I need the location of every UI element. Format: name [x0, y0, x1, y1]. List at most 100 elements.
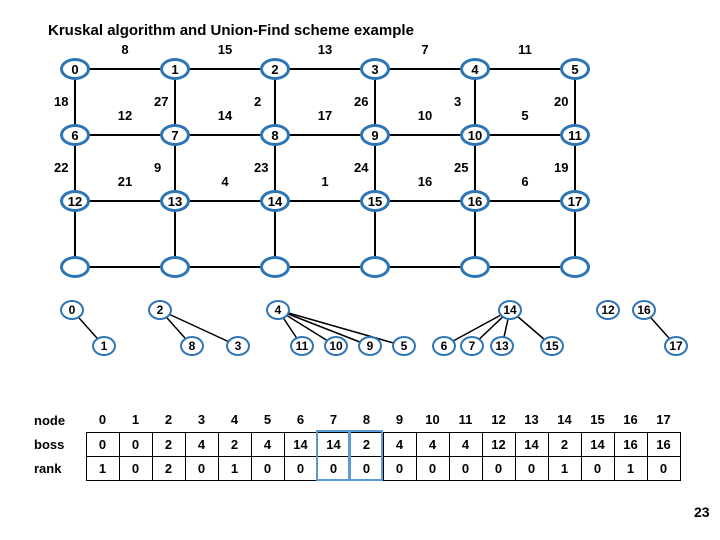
- tree-node-15: 15: [540, 336, 564, 356]
- tree-node-13: 13: [490, 336, 514, 356]
- tree-node-2: 2: [148, 300, 172, 320]
- grid-node-17: 17: [560, 190, 590, 212]
- grid-node-3: 3: [360, 58, 390, 80]
- table-cell: 1: [548, 456, 581, 480]
- edge-weight: 12: [113, 108, 137, 123]
- table-cell: 0: [515, 456, 548, 480]
- table-cell: 7: [317, 408, 350, 432]
- edge-weight: 22: [54, 160, 84, 175]
- table-cell: 0: [416, 456, 449, 480]
- grid-node-10: 10: [460, 124, 490, 146]
- tree-node-1: 1: [92, 336, 116, 356]
- table-cell: 1: [614, 456, 647, 480]
- table-cell: 1: [86, 456, 119, 480]
- edge-weight: 2: [254, 94, 284, 109]
- table-cell: 13: [515, 408, 548, 432]
- table-cell: 0: [185, 456, 218, 480]
- tree-node-6: 6: [432, 336, 456, 356]
- table-cell: 0: [647, 456, 680, 480]
- table-cell: 14: [515, 432, 548, 456]
- edge-weight: 5: [513, 108, 537, 123]
- table-cell: 4: [449, 432, 482, 456]
- table-cell: 16: [614, 408, 647, 432]
- grid-node-undefined: [460, 256, 490, 278]
- edge-weight: 18: [54, 94, 84, 109]
- edge-weight: 24: [354, 160, 384, 175]
- table-cell: 0: [284, 456, 317, 480]
- edge-weight: 14: [213, 108, 237, 123]
- table-cell: 14: [284, 432, 317, 456]
- table-cell: 2: [152, 408, 185, 432]
- table-cell: 2: [548, 432, 581, 456]
- edge-weight: 4: [213, 174, 237, 189]
- table-cell: 4: [383, 432, 416, 456]
- grid-node-undefined: [560, 256, 590, 278]
- table-cell: 12: [482, 408, 515, 432]
- table-cell: 8: [350, 408, 383, 432]
- tree-node-16: 16: [632, 300, 656, 320]
- table-cell: 10: [416, 408, 449, 432]
- tree-node-17: 17: [664, 336, 688, 356]
- edge-weight: 10: [413, 108, 437, 123]
- table-cell: 6: [284, 408, 317, 432]
- edge-weight: 13: [313, 42, 337, 57]
- grid-node-undefined: [160, 256, 190, 278]
- edge-weight: 15: [213, 42, 237, 57]
- table-cell: 16: [614, 432, 647, 456]
- grid-node-undefined: [360, 256, 390, 278]
- grid-node-4: 4: [460, 58, 490, 80]
- page-number: 23: [694, 504, 710, 520]
- table-cell: 0: [86, 432, 119, 456]
- grid-node-11: 11: [560, 124, 590, 146]
- table-cell: 0: [119, 432, 152, 456]
- page-title: Kruskal algorithm and Union-Find scheme …: [48, 22, 414, 39]
- edge-weight: 23: [254, 160, 284, 175]
- table-cell: 12: [482, 432, 515, 456]
- edge-weight: 26: [354, 94, 384, 109]
- table-cell: 4: [185, 432, 218, 456]
- edge-weight: 27: [154, 94, 184, 109]
- tree-node-12: 12: [596, 300, 620, 320]
- grid-node-undefined: [260, 256, 290, 278]
- table-cell: 2: [152, 456, 185, 480]
- edge-weight: 17: [313, 108, 337, 123]
- table-header-boss: boss: [34, 432, 86, 456]
- union-find-tree-edges: [0, 0, 720, 380]
- table-highlight: [349, 430, 383, 481]
- edge-weight: 1: [313, 174, 337, 189]
- table-cell: 0: [383, 456, 416, 480]
- edge-weight: 19: [554, 160, 584, 175]
- table-cell: 1: [119, 408, 152, 432]
- table-highlight: [316, 430, 350, 481]
- table-cell: 0: [581, 456, 614, 480]
- grid-node-9: 9: [360, 124, 390, 146]
- table-cell: 4: [416, 432, 449, 456]
- table-cell: 14: [581, 432, 614, 456]
- grid-node-undefined: [60, 256, 90, 278]
- table-cell: 15: [581, 408, 614, 432]
- table-cell: 2: [218, 432, 251, 456]
- edge-weight: 7: [413, 42, 437, 57]
- grid-node-7: 7: [160, 124, 190, 146]
- table-header-node: node: [34, 408, 86, 432]
- grid-node-12: 12: [60, 190, 90, 212]
- grid-node-2: 2: [260, 58, 290, 80]
- tree-node-4: 4: [266, 300, 290, 320]
- table-cell: 0: [251, 456, 284, 480]
- tree-node-14: 14: [498, 300, 522, 320]
- table-cell: 16: [647, 432, 680, 456]
- grid-node-14: 14: [260, 190, 290, 212]
- tree-node-8: 8: [180, 336, 204, 356]
- tree-node-3: 3: [226, 336, 250, 356]
- edge-weight: 25: [454, 160, 484, 175]
- tree-node-9: 9: [358, 336, 382, 356]
- edge-weight: 6: [513, 174, 537, 189]
- grid-node-8: 8: [260, 124, 290, 146]
- grid-node-0: 0: [60, 58, 90, 80]
- edge-weight: 20: [554, 94, 584, 109]
- tree-node-7: 7: [460, 336, 484, 356]
- grid-node-1: 1: [160, 58, 190, 80]
- table-cell: 1: [218, 456, 251, 480]
- table-cell: 11: [449, 408, 482, 432]
- tree-node-11: 11: [290, 336, 314, 356]
